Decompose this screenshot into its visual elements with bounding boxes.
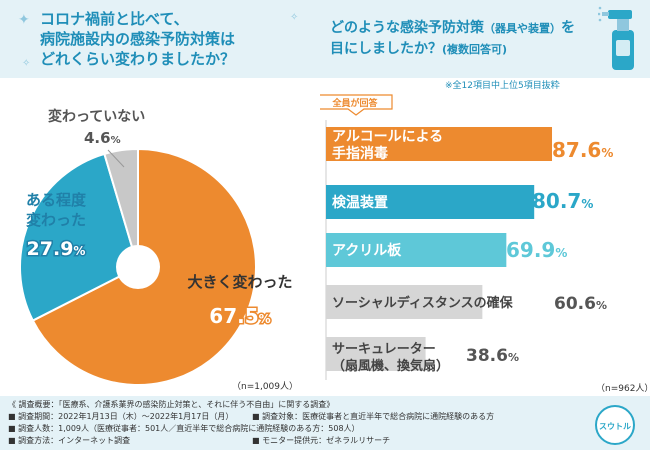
survey-count: ■ 調査人数：1,009人（医療従事者：501人／直近半年で総合病院に通院経験の… (8, 424, 360, 433)
slice-value-number: 27.9 (27, 238, 74, 260)
donut-hole (116, 245, 160, 289)
bar-chart: 全員が回答 アルコールによる手指消毒 検温装置 アクリル板 ソーシャルディスタン… (320, 94, 613, 380)
slice-label-line: ある程度 (26, 191, 87, 209)
bar-value: 87.6% (552, 138, 613, 162)
survey-method: ■ 調査方法：インターネット調査 (8, 436, 131, 445)
bar (326, 337, 426, 371)
bar-label: アクリル板 (332, 242, 402, 259)
monitor-provider: ■ モニター提供元：ゼネラルリサーチ (252, 436, 391, 445)
bar-value-unit: % (596, 299, 607, 312)
right-chart-title: どのような感染予防対策（器具や装置）を 目にしましたか？(複数回答可) (330, 18, 630, 60)
bar-value-unit: % (508, 351, 519, 364)
all-answer-callout (320, 94, 393, 116)
donut-chart: 変わっていない 4.6% ある程度変わった 27.9% 大きく変わった 67.5… (19, 108, 293, 385)
right-title-line2-paren: (複数回答可) (442, 43, 508, 56)
sparkle-icon: ✦ (18, 12, 30, 28)
bar (326, 285, 483, 319)
bar-value-unit: % (601, 146, 613, 160)
survey-target: ■ 調査対象：医療従事者と直近半年で総合病院に通院経験のある方 (252, 412, 495, 421)
slice-value-unit: % (111, 135, 121, 146)
bar-value: 69.9% (506, 238, 567, 262)
slice-somewhat-changed (19, 152, 140, 322)
bar (326, 185, 535, 219)
sparkle-icon: ✧ (290, 12, 299, 23)
slice-value-unit: % (73, 244, 85, 258)
footer-band (0, 396, 650, 450)
sample-size-right: （n=962人） (596, 384, 650, 394)
bar-label: サーキュレーター（扇風機、換気扇） (332, 342, 449, 374)
bar-value-number: 69.9 (506, 238, 555, 262)
slice-value-number: 67.5 (209, 304, 258, 328)
note-top: ※全12項目中上位5項目抜粋 (445, 81, 560, 91)
brand-logo: スウトル (595, 405, 635, 445)
all-answer-label: 全員が回答 (331, 97, 378, 109)
slice-label-somewhat: ある程度変わった (26, 191, 87, 229)
bar-value-unit: % (581, 197, 593, 211)
right-title-line-1: どのような感染予防対策（器具や装置）を (330, 18, 630, 39)
bar-label-line: サーキュレーター (332, 342, 436, 357)
slice-unchanged (103, 147, 139, 268)
slice-value-somewhat: 27.9% (27, 238, 86, 260)
bar-labels: アルコールによる手指消毒 検温装置 アクリル板 ソーシャルディスタンスの確保 サ… (332, 129, 514, 374)
slice-label-line: 変わった (26, 211, 86, 229)
bar-label-line: （扇風機、換気扇） (332, 358, 449, 374)
bar-label: ソーシャルディスタンスの確保 (332, 295, 514, 311)
slice-value-unchanged: 4.6% (84, 129, 121, 147)
slice-value-unit: % (259, 312, 271, 326)
slice-value-number: 4.6 (84, 129, 111, 147)
bar-value-number: 60.6 (554, 294, 596, 314)
left-title-line: どれくらい変わりましたか？ (40, 50, 236, 68)
slice-label-major: 大きく変わった (187, 273, 292, 291)
bar-label: 検温装置 (332, 194, 388, 211)
header-band (0, 0, 650, 78)
bar-value: 80.7% (532, 189, 593, 213)
bar-label: アルコールによる手指消毒 (332, 129, 443, 162)
survey-overview: 《 調査概要：「医療系、介護系業界の感染防止対策と、それに伴う不自由」に関する調… (8, 400, 335, 409)
bar-values: 87.6% 80.7% 69.9% 60.6% 38.6% (466, 138, 613, 366)
bar-value: 60.6% (554, 294, 607, 314)
left-title-line: コロナ禍前と比べて、 (40, 10, 189, 28)
survey-period: ■ 調査期間：2022年1月13日（木）〜2022年1月17日（月） (8, 412, 234, 421)
logo-text: スウトル (599, 422, 631, 431)
sample-size-left: （n=1,009人） (232, 382, 299, 392)
right-title-main: どのような感染予防対策 (330, 20, 484, 36)
left-chart-title: コロナ禍前と比べて、 病院施設内の感染予防対策は どれくらい変わりましたか？ (40, 9, 290, 69)
bar-value-number: 87.6 (552, 138, 601, 162)
sparkle-icon: ✧ (22, 58, 31, 69)
bar-value: 38.6% (466, 346, 519, 366)
left-title-line: 病院施設内の感染予防対策は (40, 30, 236, 48)
bar-value-number: 80.7 (532, 189, 581, 213)
bar-label-line: 手指消毒 (332, 145, 388, 162)
leader-line (107, 149, 125, 168)
bar-value-number: 38.6 (466, 346, 508, 366)
right-title-line-2: 目にしましたか？(複数回答可) (330, 39, 630, 60)
bar-label-line: アルコールによる (332, 129, 443, 145)
bar (326, 127, 553, 161)
bar-value-unit: % (555, 246, 567, 260)
slice-value-major: 67.5% (209, 304, 270, 328)
right-title-paren: （器具や装置） (484, 22, 561, 35)
slice-label-unchanged: 変わっていない (48, 108, 145, 125)
right-title-line2-main: 目にしましたか？ (330, 41, 442, 57)
spray-bottle-icon (598, 6, 634, 70)
right-title-tail: を (561, 20, 575, 36)
bar (326, 233, 507, 267)
